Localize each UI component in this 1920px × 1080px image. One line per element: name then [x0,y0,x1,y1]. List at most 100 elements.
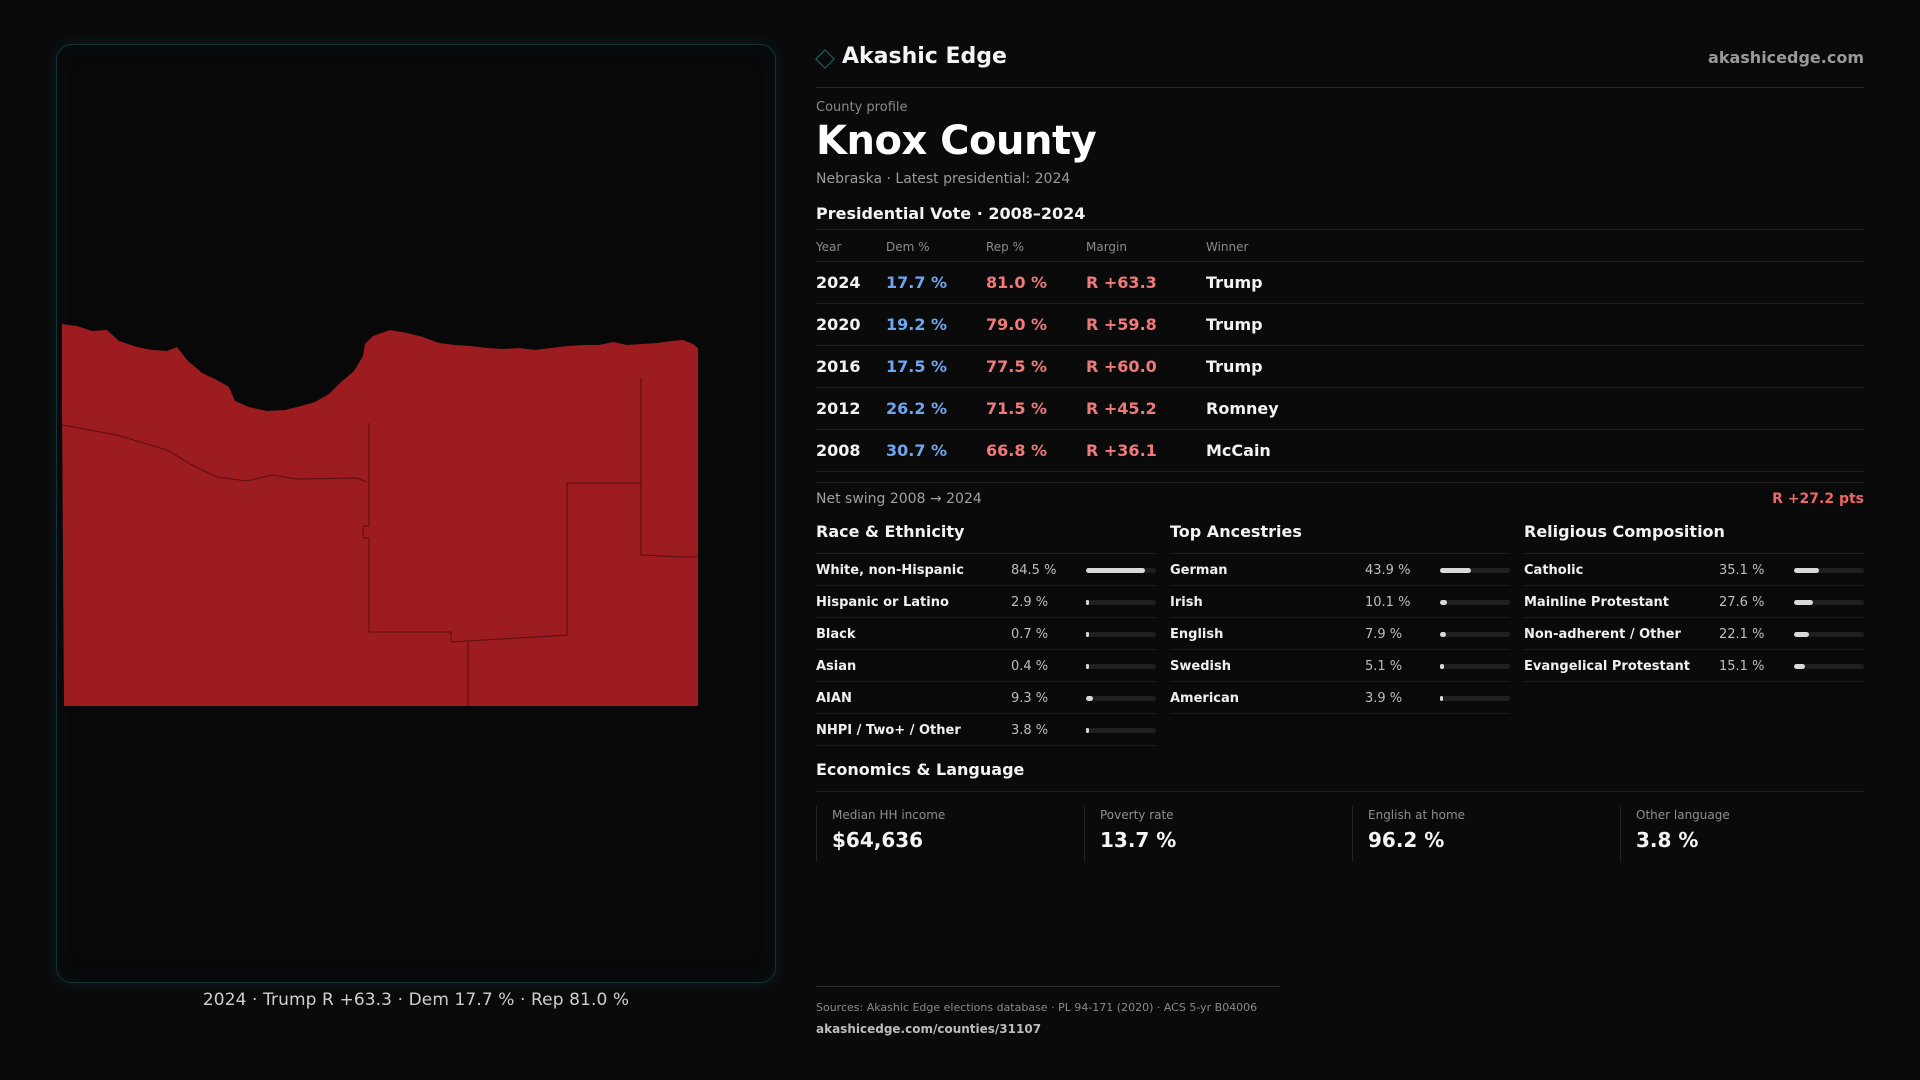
vote-margin: R +45.2 [1086,399,1157,418]
bar-value: 10.1 % [1365,595,1411,610]
col-winner: Winner [1206,240,1249,254]
vote-year: 2024 [816,273,861,292]
bar-row: Black 0.7 % [816,618,1156,650]
race-heading: Race & Ethnicity [816,522,1156,554]
vote-winner: Romney [1206,399,1279,418]
bar-row: White, non-Hispanic 84.5 % [816,554,1156,586]
page-eyebrow: County profile [816,100,908,115]
col-year: Year [816,240,842,254]
bar-label: American [1170,691,1240,706]
precinct-boundaries [61,378,698,706]
vote-margin: R +60.0 [1086,357,1157,376]
stat-value: $64,636 [832,828,924,852]
page-title: Knox County [816,118,1097,164]
stat-label: English at home [1368,808,1466,822]
bar-row: German 43.9 % [1170,554,1510,586]
bar-fill [1440,600,1448,605]
bar-track [1440,600,1510,605]
bar-value: 43.9 % [1365,563,1411,578]
bar-track [1794,632,1864,637]
county-url-link[interactable]: akashicedge.com/counties/31107 [816,1022,1042,1036]
stat-other-language: Other language 3.8 % [1620,806,1870,862]
vote-rep: 77.5 % [986,357,1048,376]
bar-row: English 7.9 % [1170,618,1510,650]
bar-row: Hispanic or Latino 2.9 % [816,586,1156,618]
bar-track [1086,632,1156,637]
bar-row: Swedish 5.1 % [1170,650,1510,682]
vote-row: 2012 26.2 % 71.5 % R +45.2 Romney [816,388,1864,430]
bar-value: 3.8 % [1011,723,1049,738]
vote-year: 2020 [816,315,861,334]
bar-row: Mainline Protestant 27.6 % [1524,586,1864,618]
vote-winner: Trump [1206,357,1263,376]
bar-label: Swedish [1170,659,1231,674]
bar-value: 9.3 % [1011,691,1049,706]
vote-winner: McCain [1206,441,1271,460]
bar-value: 0.7 % [1011,627,1049,642]
vote-winner: Trump [1206,315,1263,334]
bar-label: Mainline Protestant [1524,595,1670,610]
bar-label: AIAN [816,691,852,706]
bar-fill [1794,600,1814,605]
bar-value: 5.1 % [1365,659,1403,674]
vote-year: 2008 [816,441,861,460]
bar-fill [1086,600,1089,605]
bar-track [1440,568,1510,573]
county-map-card [56,44,776,983]
bar-track [1086,696,1156,701]
economics-heading: Economics & Language [816,760,1864,792]
ancestries-section: Top Ancestries German 43.9 % Irish 10.1 % … [1170,522,1510,714]
county-profile-panel: Akashic Edge akashicedge.com County prof… [815,44,1864,1036]
bar-row: Catholic 35.1 % [1524,554,1864,586]
bar-row: American 3.9 % [1170,682,1510,714]
vote-rep: 81.0 % [986,273,1048,292]
bar-row: Evangelical Protestant 15.1 % [1524,650,1864,682]
bar-track [1086,568,1156,573]
bar-label: Non-adherent / Other [1524,627,1681,642]
county-shape[interactable] [62,324,698,706]
net-swing: Net swing 2008 → 2024 R +27.2 pts [816,482,1864,512]
bar-fill [1440,632,1446,637]
brand-name[interactable]: Akashic Edge [842,44,1007,69]
vote-margin: R +59.8 [1086,315,1157,334]
net-swing-label: Net swing 2008 → 2024 [816,491,982,507]
bar-track [1440,632,1510,637]
bar-label: Black [816,627,856,642]
vote-margin: R +36.1 [1086,441,1157,460]
vote-section-heading: Presidential Vote · 2008–2024 [816,204,1864,230]
vote-dem: 17.5 % [886,357,948,376]
vote-rep: 71.5 % [986,399,1048,418]
bar-track [1086,728,1156,733]
vote-year: 2016 [816,357,861,376]
stat-poverty-rate: Poverty rate 13.7 % [1084,806,1334,862]
bar-track [1440,664,1510,669]
bar-fill [1086,632,1089,637]
bar-value: 84.5 % [1011,563,1057,578]
bar-label: Asian [816,659,857,674]
vote-row: 2016 17.5 % 77.5 % R +60.0 Trump [816,346,1864,388]
bar-label: Hispanic or Latino [816,595,949,610]
bar-value: 22.1 % [1719,627,1765,642]
brand-url-link[interactable]: akashicedge.com [1708,48,1864,67]
bar-track [1440,696,1510,701]
stat-label: Other language [1636,808,1730,822]
bar-fill [1086,728,1089,733]
stat-label: Median HH income [832,808,946,822]
col-margin: Margin [1086,240,1127,254]
stat-value: 3.8 % [1636,828,1699,852]
bar-row: Non-adherent / Other 22.1 % [1524,618,1864,650]
bar-value: 2.9 % [1011,595,1049,610]
bar-fill [1440,664,1444,669]
bar-label: Evangelical Protestant [1524,659,1690,674]
sources-text: Sources: Akashic Edge elections database… [816,1001,1258,1014]
vote-dem: 26.2 % [886,399,948,418]
vote-dem: 17.7 % [886,273,948,292]
religion-heading: Religious Composition [1524,522,1864,554]
bar-fill [1086,664,1089,669]
bar-row: Asian 0.4 % [816,650,1156,682]
vote-row: 2008 30.7 % 66.8 % R +36.1 McCain [816,430,1864,472]
county-map[interactable] [57,45,776,983]
bar-label: NHPI / Two+ / Other [816,723,961,738]
vote-rep: 66.8 % [986,441,1048,460]
bar-value: 0.4 % [1011,659,1049,674]
